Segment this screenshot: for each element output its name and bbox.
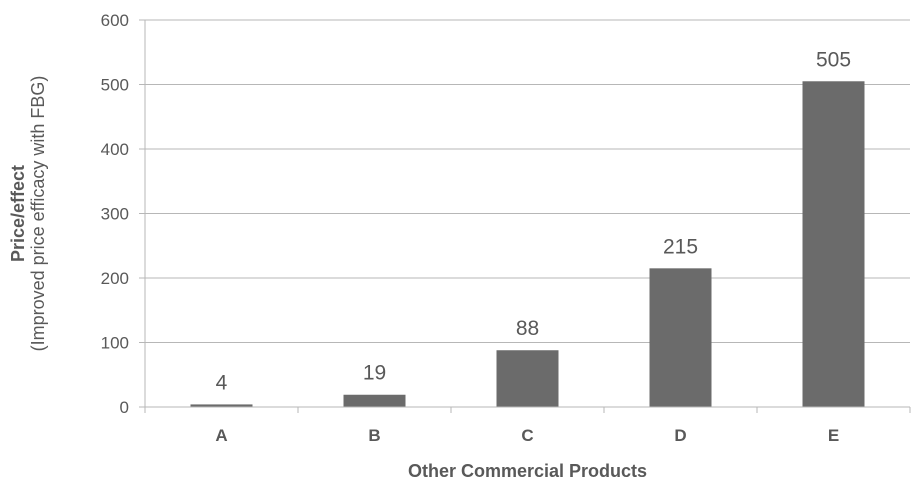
y-tick-labels: 0 100 200 300 400 500 600 <box>101 11 129 417</box>
data-label: 88 <box>516 317 539 340</box>
data-label: 215 <box>663 235 698 258</box>
x-tick-label: A <box>215 426 227 445</box>
y-tick-label: 300 <box>101 205 129 224</box>
axes <box>139 19 911 413</box>
y-tick-label: 500 <box>101 76 129 95</box>
y-axis-subtitle: (Improved price efficacy with FBG) <box>28 76 48 352</box>
x-tick-labels: A B C D E <box>215 426 839 445</box>
y-tick-label: 200 <box>101 269 129 288</box>
bar-a <box>190 404 253 407</box>
x-tick-label: E <box>828 426 839 445</box>
data-label: 19 <box>363 362 386 385</box>
y-tick-label: 100 <box>101 334 129 353</box>
data-labels: 4 19 88 215 505 <box>216 48 851 394</box>
data-label: 505 <box>816 48 851 71</box>
y-tick-label: 0 <box>120 398 129 417</box>
x-tick-label: B <box>368 426 380 445</box>
x-tick-label: C <box>521 426 533 445</box>
y-tick-label: 600 <box>101 11 129 30</box>
bar-d <box>649 268 712 407</box>
y-axis-title-group: Price/effect (Improved price efficacy wi… <box>8 76 48 352</box>
data-label: 4 <box>216 371 228 394</box>
gridlines <box>145 19 910 343</box>
y-tick-label: 400 <box>101 140 129 159</box>
x-tick-label: D <box>674 426 686 445</box>
x-axis-title: Other Commercial Products <box>408 461 647 481</box>
bars <box>190 81 865 408</box>
bar-e <box>802 81 865 408</box>
bar-c <box>496 350 559 407</box>
y-axis-title: Price/effect <box>8 165 28 262</box>
bar-b <box>343 394 406 407</box>
